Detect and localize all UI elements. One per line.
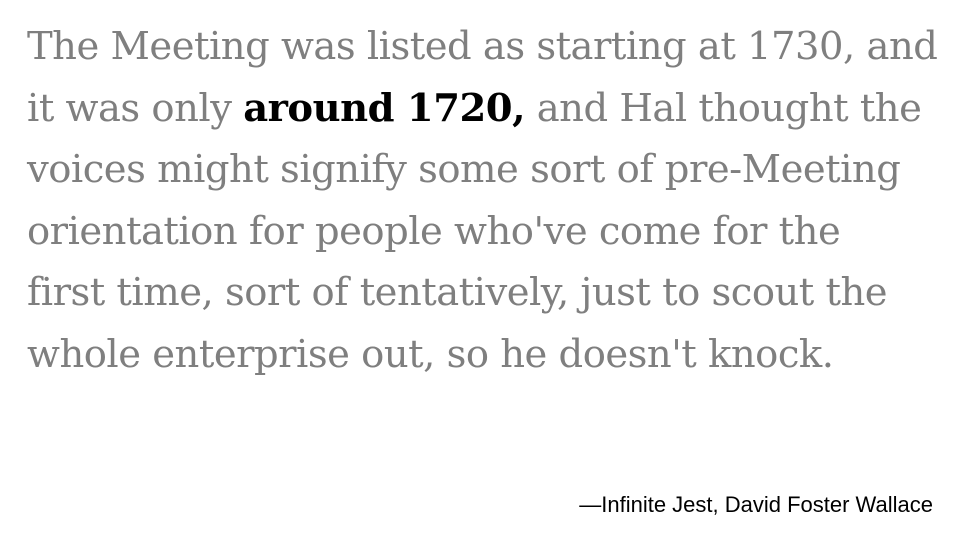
quote-line-4: orientation for people who've come for t… xyxy=(27,208,841,254)
quote-line-6: whole enterprise out, so he doesn't knoc… xyxy=(27,331,834,377)
highlighted-phrase: around 1720, xyxy=(243,85,525,131)
quote-line-3: voices might signify some sort of pre-Me… xyxy=(27,147,901,192)
quote-line-2: it was only around 1720, and Hal thought… xyxy=(27,78,937,140)
attribution: —Infinite Jest, David Foster Wallace xyxy=(579,492,933,517)
quote-line-2-after: and Hal thought the xyxy=(524,85,922,131)
quote-line-5: first time, sort of tentatively, just to… xyxy=(27,270,888,315)
quote-line-2-before: it was only xyxy=(27,85,244,131)
quote-line-1: The Meeting was listed as starting at 17… xyxy=(27,24,938,69)
quote-text: The Meeting was listed as starting at 17… xyxy=(27,16,938,385)
